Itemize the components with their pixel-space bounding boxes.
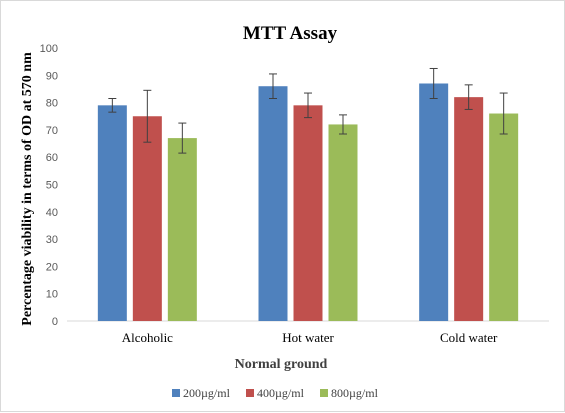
chart-title: MTT Assay bbox=[243, 23, 338, 44]
bar bbox=[167, 138, 197, 321]
bar bbox=[258, 86, 288, 321]
y-tick-label: 50 bbox=[46, 180, 58, 192]
category-labels: Alcoholic Hot water Cold water bbox=[122, 330, 498, 345]
legend-swatch bbox=[246, 389, 254, 397]
y-tick-label: 60 bbox=[46, 152, 58, 164]
y-tick-label: 100 bbox=[40, 43, 58, 55]
bar bbox=[419, 83, 449, 322]
y-tick-label: 0 bbox=[52, 316, 58, 328]
bar bbox=[97, 105, 127, 321]
category-label: Hot water bbox=[282, 330, 334, 345]
y-tick-label: 80 bbox=[46, 98, 58, 110]
y-tick-label: 90 bbox=[46, 70, 58, 82]
legend: 200µg/ml 400µg/ml 800µg/ml bbox=[172, 386, 379, 400]
category-label: Alcoholic bbox=[122, 330, 173, 345]
y-axis-ticks: 0 10 20 30 40 50 60 70 80 90 100 bbox=[40, 43, 58, 328]
legend-swatch bbox=[172, 389, 180, 397]
bar bbox=[293, 105, 323, 321]
bar bbox=[132, 116, 162, 321]
legend-swatch bbox=[320, 389, 328, 397]
category-label: Cold water bbox=[440, 330, 498, 345]
legend-label: 400µg/ml bbox=[257, 386, 305, 400]
legend-label: 200µg/ml bbox=[183, 386, 231, 400]
legend-label: 800µg/ml bbox=[331, 386, 379, 400]
bar bbox=[489, 113, 519, 322]
y-axis-title: Percentage viability in terms of OD at 5… bbox=[20, 52, 35, 326]
bar-series bbox=[97, 67, 519, 322]
x-axis-title: Normal ground bbox=[235, 357, 328, 372]
y-tick-label: 30 bbox=[46, 234, 58, 246]
y-tick-label: 40 bbox=[46, 207, 58, 219]
bar bbox=[454, 97, 484, 321]
y-tick-label: 20 bbox=[46, 261, 58, 273]
y-tick-label: 10 bbox=[46, 289, 58, 301]
bar bbox=[328, 124, 358, 321]
y-tick-label: 70 bbox=[46, 125, 58, 137]
